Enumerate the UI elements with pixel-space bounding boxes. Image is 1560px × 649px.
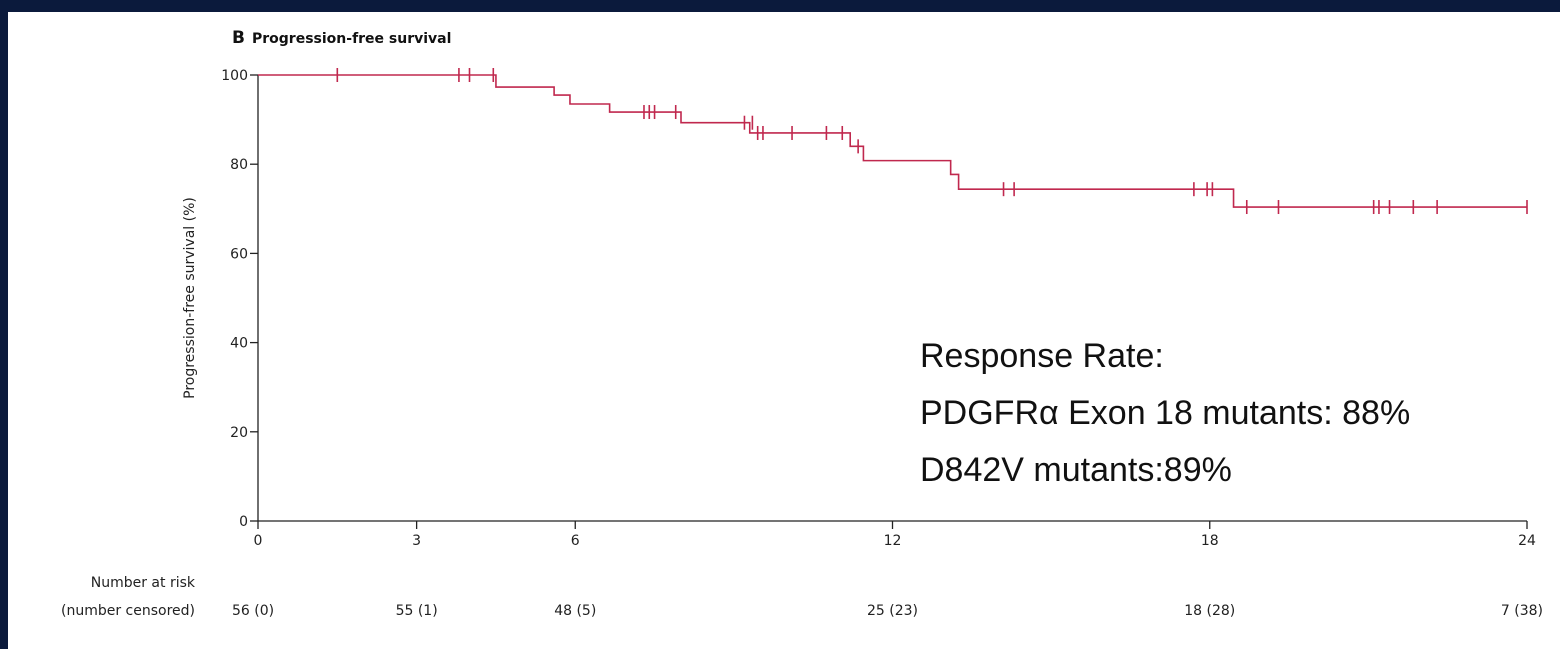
x-tick-label: 6 <box>571 533 580 549</box>
y-axis-ticks: 0 20 40 60 80 100 <box>221 68 258 530</box>
panel-letter: B <box>232 28 245 48</box>
risk-table-subtitle: (number censored) <box>61 603 195 619</box>
y-tick-label: 80 <box>230 157 248 173</box>
risk-table-entries: 56 (0) 55 (1) 48 (5) 25 (23) 18 (28) 7 (38) <box>232 603 1543 619</box>
x-axis-ticks: 0 3 6 12 18 24 <box>254 521 1536 549</box>
risk-table-title: Number at risk <box>91 575 196 591</box>
censor-marks <box>336 68 1528 215</box>
risk-entry: 55 (1) <box>396 603 438 619</box>
risk-entry: 25 (23) <box>867 603 918 619</box>
y-tick-label: 100 <box>221 68 248 84</box>
panel-title: Progression-free survival <box>252 31 451 47</box>
x-tick-label: 0 <box>254 533 263 549</box>
y-axis-label: Progression-free survival (%) <box>182 197 198 399</box>
annotation-line-3: D842V mutants:89% <box>920 451 1232 489</box>
survival-curve <box>258 74 1527 208</box>
chart-panel <box>8 12 1560 649</box>
risk-entry: 7 (38) <box>1501 603 1543 619</box>
x-tick-label: 3 <box>412 533 421 549</box>
x-tick-label: 18 <box>1201 533 1219 549</box>
risk-entry: 56 (0) <box>232 603 274 619</box>
y-tick-label: 0 <box>239 514 248 530</box>
annotation-line-2: PDGFRα Exon 18 mutants: 88% <box>920 394 1410 432</box>
y-tick-label: 40 <box>230 336 248 352</box>
x-tick-label: 12 <box>884 533 902 549</box>
risk-entry: 48 (5) <box>554 603 596 619</box>
y-tick-label: 20 <box>230 425 248 441</box>
y-tick-label: 60 <box>230 246 248 262</box>
annotation-line-1: Response Rate: <box>920 337 1164 375</box>
x-tick-label: 24 <box>1518 533 1536 549</box>
risk-entry: 18 (28) <box>1184 603 1235 619</box>
left-accent-bar <box>0 0 8 649</box>
